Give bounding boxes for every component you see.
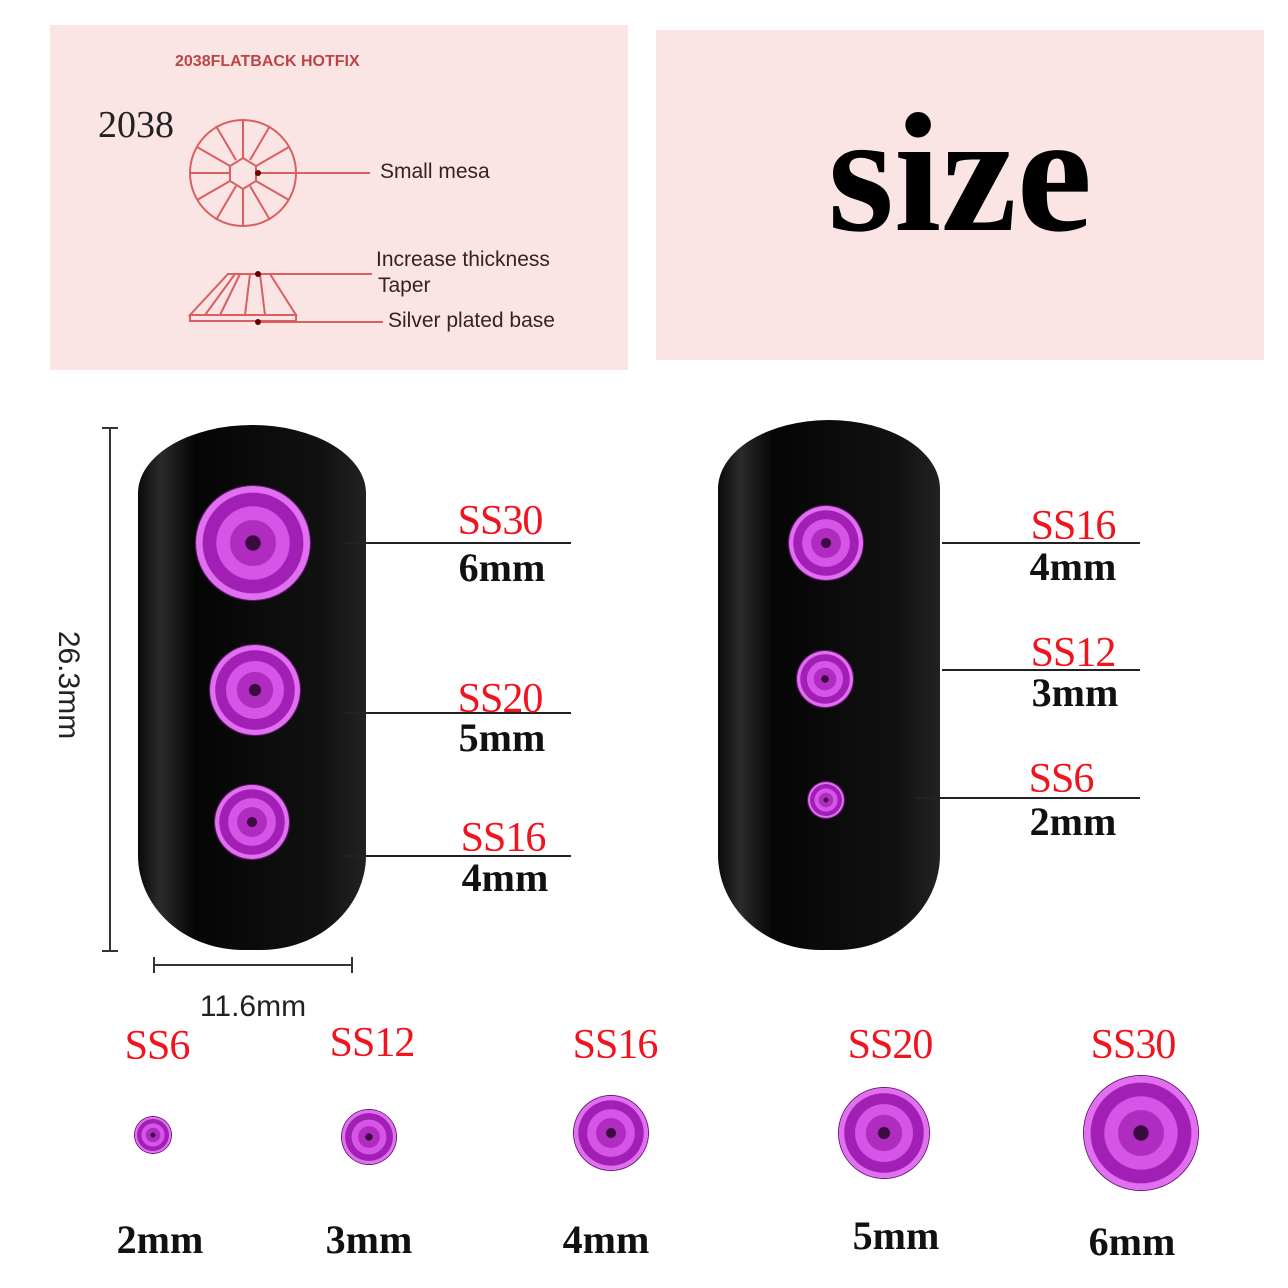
row-ss-label: SS16	[572, 1022, 659, 1068]
height-label: 26.3mm	[52, 630, 85, 740]
ss-label: SS20	[457, 676, 544, 722]
mm-label: 2mm	[1029, 799, 1117, 844]
row-ss-label: SS20	[847, 1022, 934, 1068]
tick	[102, 950, 118, 952]
row-ss-label: SS30	[1090, 1022, 1177, 1068]
mm-label: 6mm	[458, 545, 546, 590]
height-dimension-line	[109, 427, 111, 952]
callout-line	[915, 797, 1140, 799]
gem-ss12	[342, 1110, 396, 1164]
gem-ss12	[797, 651, 853, 707]
tick	[153, 957, 155, 973]
gem-ss6	[808, 782, 844, 818]
tick	[102, 427, 118, 429]
label-taper: Taper	[378, 274, 431, 297]
callout-line	[343, 855, 571, 857]
ss-label: SS16	[460, 815, 547, 861]
callout-line	[942, 669, 1140, 671]
mm-label: 3mm	[1031, 670, 1119, 715]
label-increase-thickness: Increase thickness	[376, 248, 550, 271]
row-mm-label: 4mm	[562, 1217, 650, 1262]
ss-label: SS12	[1030, 630, 1117, 676]
rhinestone-diagram	[187, 119, 383, 325]
ss-label: SS16	[1030, 503, 1117, 549]
mm-label: 4mm	[1029, 544, 1117, 589]
mm-label: 5mm	[458, 715, 546, 760]
gem-ss6	[135, 1117, 171, 1153]
callout-line	[343, 712, 571, 714]
label-silver-base: Silver plated base	[388, 309, 555, 332]
row-mm-label: 5mm	[852, 1213, 940, 1258]
ss-label: SS6	[1028, 756, 1095, 802]
callout-line	[343, 542, 571, 544]
mm-label: 4mm	[461, 855, 549, 900]
row-ss-label: SS12	[329, 1020, 416, 1066]
row-ss-label: SS6	[124, 1023, 191, 1069]
gem-ss30	[1084, 1076, 1198, 1190]
width-dimension-line	[153, 964, 353, 966]
ss-label: SS30	[457, 498, 544, 544]
gem-ss20	[210, 645, 300, 735]
tick	[351, 957, 353, 973]
size-heading-panel: size	[656, 30, 1264, 360]
width-label: 11.6mm	[199, 990, 307, 1023]
diagram-panel: 2038FLATBACK HOTFIX 2038 Small mesa Incr…	[50, 25, 628, 370]
row-mm-label: 3mm	[325, 1217, 413, 1262]
label-small-mesa: Small mesa	[380, 160, 490, 183]
gem-ss20	[839, 1088, 929, 1178]
gem-ss16	[789, 506, 863, 580]
row-mm-label: 2mm	[116, 1217, 204, 1262]
callout-line	[942, 542, 1140, 544]
gem-ss30	[196, 486, 310, 600]
gem-ss16	[574, 1096, 648, 1170]
row-mm-label: 6mm	[1088, 1219, 1176, 1264]
size-heading: size	[827, 79, 1093, 267]
model-number: 2038	[98, 104, 174, 146]
gem-ss16	[215, 785, 289, 859]
diagram-title: 2038FLATBACK HOTFIX	[175, 53, 360, 70]
